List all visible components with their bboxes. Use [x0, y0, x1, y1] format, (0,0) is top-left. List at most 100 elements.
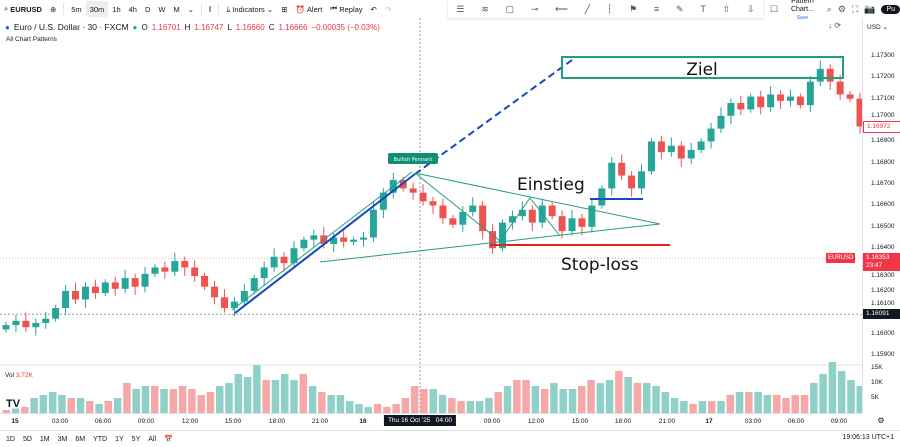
brush-icon[interactable]: ✎ — [676, 3, 684, 14]
volume-bar — [819, 374, 827, 413]
volume-bar — [615, 371, 623, 413]
volume-bar — [95, 404, 103, 413]
candle — [628, 175, 636, 189]
candle — [250, 278, 258, 291]
range-6M[interactable]: 6M — [75, 435, 86, 443]
candle — [727, 102, 735, 116]
arrow-down-icon[interactable]: ⇩ — [746, 3, 755, 14]
redo-button[interactable]: ↷ — [381, 1, 395, 17]
interval-W[interactable]: W — [158, 4, 166, 14]
scale-controls[interactable]: ↓ ⟳ — [828, 21, 841, 30]
candle — [52, 308, 60, 319]
candle — [151, 267, 159, 274]
volume-bar — [123, 383, 131, 413]
volume-bar — [76, 398, 85, 413]
camera-icon[interactable]: 📷 — [864, 3, 876, 14]
candle — [548, 205, 556, 217]
candle — [717, 115, 725, 129]
range-All[interactable]: All — [148, 435, 157, 443]
text-lines-icon[interactable]: ≡ — [654, 4, 660, 14]
chart-canvas[interactable]: Bullish Pennant Ziel Einstieg Stop-loss — [0, 0, 862, 413]
range-5Y[interactable]: 5Y — [131, 435, 141, 443]
interval-M[interactable]: M — [173, 4, 180, 14]
price-label: 1.17300 — [871, 52, 895, 59]
indicator-label[interactable]: All Chart Patterns — [6, 36, 57, 43]
arrow-up-icon[interactable]: ⇧ — [722, 3, 731, 14]
trend-line-icon[interactable]: ╱ — [584, 3, 591, 14]
interval-1h[interactable]: 1h — [112, 4, 121, 14]
candle — [558, 216, 566, 232]
calendar-icon[interactable]: 📅 — [164, 436, 173, 443]
time-axis[interactable]: 15 03:00 06:00 09:00 12:00 15:00 18:00 21:00 16 0… — [0, 413, 862, 430]
interval-dropdown[interactable]: ⌄ — [184, 1, 198, 17]
time-label: 15:00 — [571, 418, 589, 425]
volume-bar — [707, 401, 716, 413]
currency-selector[interactable]: USD ⌄ — [867, 24, 888, 31]
publish-button[interactable]: Pu — [881, 4, 900, 14]
indicators-button[interactable]: ﾑ Indicators ⌄ — [226, 4, 274, 14]
range-3M[interactable]: 3M — [57, 435, 68, 443]
volume-bar — [160, 389, 168, 413]
volume-bar — [810, 383, 818, 413]
volume-bar — [689, 404, 697, 413]
candle — [62, 290, 70, 309]
fullscreen-icon[interactable]: ⛶ — [851, 3, 859, 14]
range-YTD[interactable]: YTD — [93, 435, 108, 443]
volume-bar — [837, 371, 846, 413]
templates-button[interactable]: ⊞ — [277, 1, 291, 17]
range-1Y[interactable]: 1Y — [115, 435, 124, 443]
price-label: 1.16900 — [871, 137, 895, 145]
grid-icon: ⊞ — [281, 4, 288, 14]
undo-button[interactable]: ↶ — [367, 1, 381, 17]
horizontal-line-icon[interactable]: ⟵ — [555, 3, 569, 14]
pitchfork-icon[interactable]: ≋ — [481, 3, 489, 14]
price-label: 1.15900 — [871, 350, 895, 358]
volume-bar — [48, 392, 57, 413]
refresh-icon[interactable]: ⟳ — [834, 21, 841, 30]
range-5D[interactable]: 5D — [22, 435, 32, 443]
arrow-down-icon[interactable]: ↓ — [828, 21, 832, 30]
candle — [111, 282, 119, 289]
horizontal-ray-icon[interactable]: ⊸ — [530, 3, 539, 14]
price-label: 1.17100 — [871, 94, 895, 102]
volume-bar — [540, 389, 549, 413]
chart-type-button[interactable]: ⫾ — [205, 1, 215, 17]
candle — [846, 94, 854, 99]
candle — [508, 216, 516, 223]
volume-bar — [327, 395, 335, 413]
flag-icon[interactable]: ⚑ — [629, 3, 638, 14]
text-icon[interactable]: T — [700, 4, 706, 14]
drawing-toolbar: ☰ ≋ ▢ ⊸ ⟵ ╱ ┆ ⚑ ≡ ✎ T ⇧ ⇩ — [448, 0, 763, 18]
settings-icon[interactable]: ⚙ — [837, 3, 846, 14]
symbol-search[interactable]: ⌕ EURUSD — [4, 4, 42, 14]
layout-menu[interactable]: Pattern Chart... Save — [790, 0, 814, 21]
volume-bar — [643, 383, 651, 413]
rectangle-icon[interactable]: ▢ — [505, 3, 515, 14]
compare-button[interactable]: ⊕ — [46, 1, 60, 17]
volume-bar — [429, 389, 437, 413]
interval-4h[interactable]: 4h — [128, 4, 137, 14]
alert-button[interactable]: ⏰ Alert — [295, 4, 323, 14]
time-label: 16 — [359, 418, 367, 425]
scale-settings-icon[interactable]: ⚙ — [877, 416, 885, 425]
volume-bar — [262, 380, 270, 413]
candle — [518, 209, 526, 217]
interval-30m[interactable]: 30m — [85, 1, 109, 17]
candle — [330, 237, 338, 244]
channel-icon[interactable]: ☰ — [456, 3, 465, 14]
interval-D[interactable]: D — [144, 4, 151, 14]
volume-bar — [475, 401, 484, 413]
volume-bar — [364, 407, 373, 413]
range-1D[interactable]: 1D — [6, 435, 15, 443]
chevron-down-icon: ⌄ — [187, 4, 195, 14]
replay-button[interactable]: ⏮ Replay — [330, 4, 363, 14]
candle — [121, 278, 129, 289]
target-box[interactable] — [561, 56, 844, 79]
candle — [697, 141, 705, 150]
layout-checkbox[interactable]: ☐ — [770, 3, 779, 14]
interval-5m[interactable]: 5m — [71, 4, 82, 14]
vertical-line-icon[interactable]: ┆ — [606, 3, 613, 14]
range-1M[interactable]: 1M — [39, 435, 50, 443]
quick-search-icon[interactable]: ⌕ — [826, 3, 832, 14]
price-axis[interactable]: USD ⌄ 1.17300 1.17200 1.17100 1.17000 1.1690… — [862, 18, 900, 413]
